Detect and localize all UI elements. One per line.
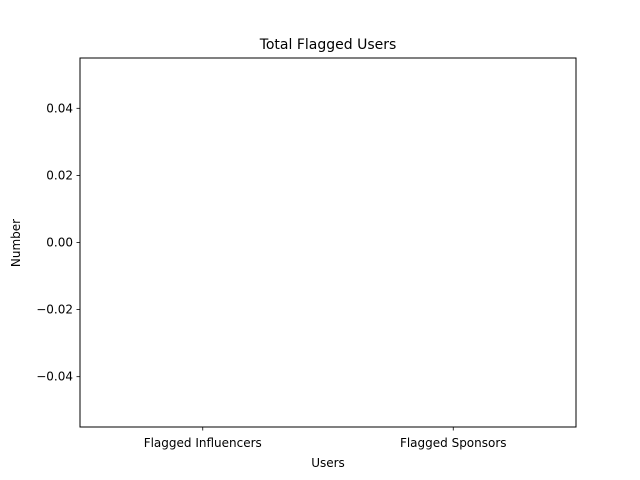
x-axis-ticks: Flagged Influencers Flagged Sponsors — [144, 427, 507, 450]
y-tick-label: 0.04 — [46, 101, 73, 115]
x-axis-label: Users — [311, 456, 345, 470]
y-tick-label: −0.02 — [36, 303, 73, 317]
y-axis-label: Number — [9, 219, 23, 267]
y-tick-label: −0.04 — [36, 370, 73, 384]
x-tick-label: Flagged Influencers — [144, 436, 262, 450]
x-tick-label: Flagged Sponsors — [400, 436, 507, 450]
plot-frame — [79, 57, 577, 428]
chart-title: Total Flagged Users — [259, 37, 397, 53]
y-axis-ticks: −0.04 −0.02 0.00 0.02 0.04 — [36, 101, 80, 384]
y-tick-label: 0.00 — [46, 236, 73, 250]
y-tick-label: 0.02 — [46, 168, 73, 182]
